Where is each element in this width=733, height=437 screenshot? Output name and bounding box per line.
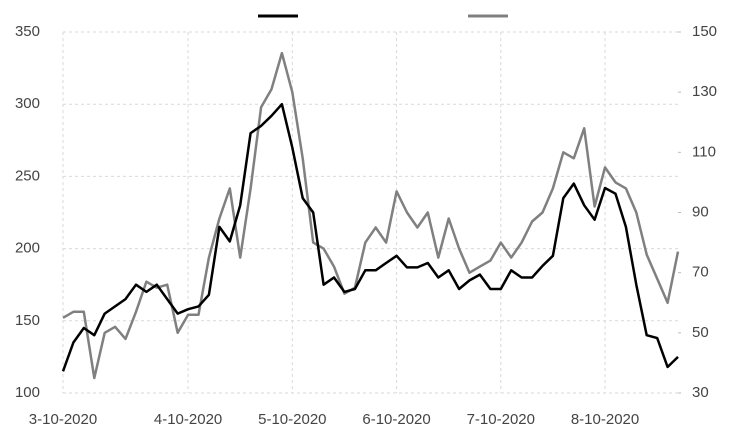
y2-tick-label: 150 [692,23,717,40]
y-tick-label: 300 [15,95,40,112]
y-tick-label: 150 [15,312,40,329]
x-tick-label: 6-10-2020 [362,411,430,428]
y-tick-label: 100 [15,384,40,401]
y-tick-label: 200 [15,240,40,257]
y2-tick-label: 130 [692,83,717,100]
y2-tick-label: 70 [692,264,709,281]
y-tick-label: 250 [15,167,40,184]
x-tick-label: 5-10-2020 [258,411,326,428]
y2-tick-label: 90 [692,203,709,220]
x-tick-label: 7-10-2020 [467,411,535,428]
y2-tick-label: 50 [692,324,709,341]
series-line [62,51,680,380]
y2-tick-label: 110 [692,143,716,160]
series-line [61,102,679,372]
x-tick-label: 4-10-2020 [154,411,222,428]
y-tick-label: 350 [15,23,40,40]
x-tick-label: 8-10-2020 [571,411,639,428]
x-tick-label: 3-10-2020 [29,411,97,428]
y2-tick-label: 30 [692,384,709,401]
